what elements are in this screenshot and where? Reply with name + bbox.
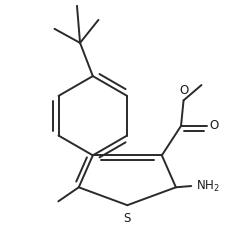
Text: O: O: [210, 119, 219, 132]
Text: S: S: [124, 212, 131, 225]
Text: O: O: [179, 84, 188, 97]
Text: NH$_2$: NH$_2$: [196, 179, 219, 194]
